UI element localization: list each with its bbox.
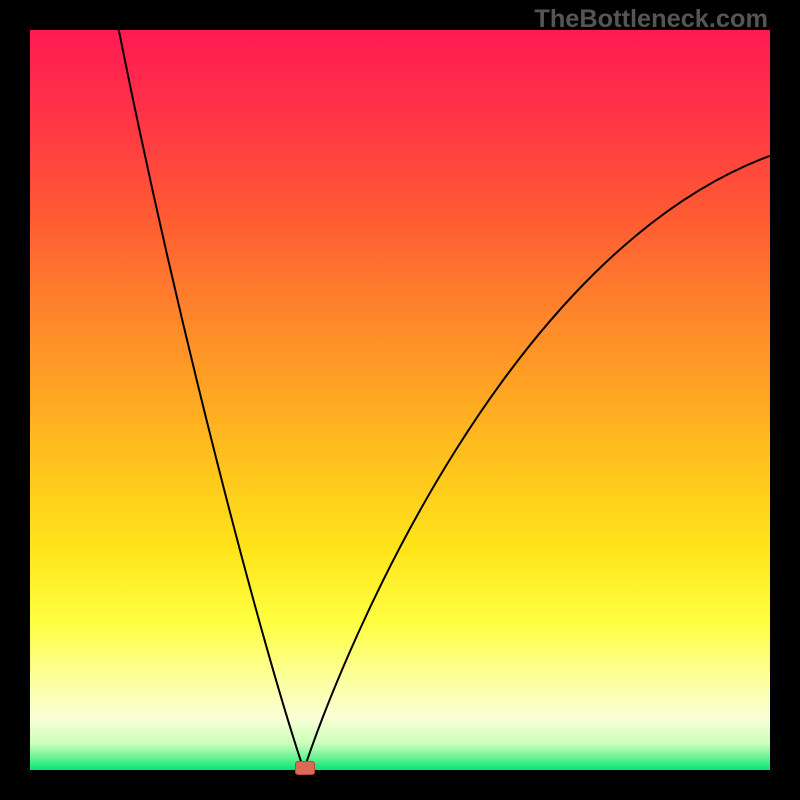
watermark-text: TheBottleneck.com (534, 5, 768, 34)
optimal-point-marker (295, 761, 315, 774)
gradient-plot-area (30, 30, 770, 770)
chart-container: TheBottleneck.com (0, 0, 800, 800)
